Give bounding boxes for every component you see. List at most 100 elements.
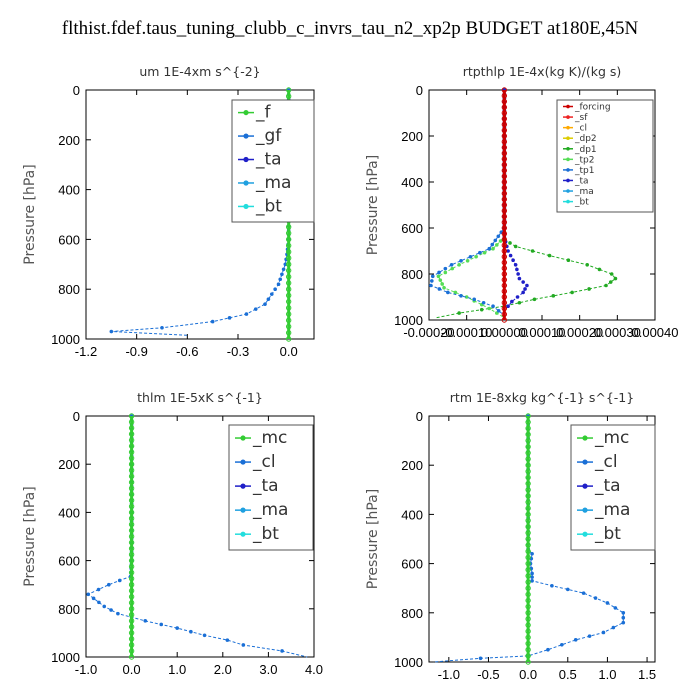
data-point bbox=[525, 640, 531, 647]
data-point bbox=[285, 323, 292, 330]
data-point bbox=[117, 578, 122, 583]
data-point bbox=[525, 437, 531, 444]
data-point bbox=[525, 542, 531, 548]
legend-item: _ta bbox=[235, 476, 279, 496]
series-mc bbox=[525, 413, 531, 665]
legend-label: _ta bbox=[594, 476, 621, 496]
x-tick-label: 0.00030 bbox=[594, 325, 641, 340]
y-tick-label: 0 bbox=[416, 409, 423, 424]
data-point bbox=[525, 579, 531, 585]
data-point bbox=[525, 450, 531, 456]
data-point bbox=[621, 620, 626, 625]
data-point bbox=[128, 642, 135, 648]
data-point bbox=[128, 443, 135, 449]
data-point bbox=[605, 601, 610, 605]
data-point bbox=[442, 286, 446, 290]
legend-item: _gf bbox=[238, 126, 282, 146]
data-point bbox=[285, 261, 292, 267]
panel-title: thlm 1E-5xK s^{-1} bbox=[137, 390, 263, 405]
y-axis-label: Pressure [hPa] bbox=[365, 489, 381, 589]
data-point bbox=[525, 413, 531, 419]
data-point bbox=[523, 287, 527, 291]
data-point bbox=[501, 231, 508, 237]
data-point bbox=[128, 461, 135, 467]
legend-marker bbox=[566, 104, 570, 109]
data-point bbox=[511, 258, 515, 263]
data-point bbox=[128, 551, 135, 558]
data-point bbox=[525, 628, 531, 634]
x-tick-label: 0.0 bbox=[123, 662, 141, 677]
legend-item: _mc bbox=[577, 428, 629, 448]
data-point bbox=[501, 294, 508, 300]
y-tick-label: 0 bbox=[73, 83, 80, 98]
legend-label: _ma bbox=[594, 500, 630, 520]
data-point bbox=[109, 608, 113, 612]
data-point bbox=[285, 242, 292, 249]
data-point bbox=[116, 611, 120, 616]
data-point bbox=[609, 272, 614, 276]
x-tick-label: -1.2 bbox=[75, 344, 97, 359]
legend-item: _bt bbox=[577, 524, 621, 544]
data-point bbox=[128, 648, 135, 654]
legend-label: _ta bbox=[255, 150, 282, 170]
legend-label: _tp1 bbox=[574, 166, 594, 176]
data-point bbox=[525, 425, 531, 431]
legend-label: _cl bbox=[594, 452, 618, 472]
series-tp2 bbox=[436, 88, 507, 319]
data-point bbox=[128, 606, 135, 612]
data-point bbox=[210, 319, 215, 324]
x-tick-label: 0.00020 bbox=[556, 325, 603, 340]
chart-panel-1: um 1E-4xm s^{-2} Pressure [hPa] 0 200 400 600… bbox=[22, 64, 315, 359]
legend-label: _dp2 bbox=[574, 134, 597, 144]
legend-label: _ma bbox=[574, 187, 594, 197]
legend-item: _cl bbox=[577, 452, 618, 472]
data-point bbox=[91, 596, 96, 601]
chart-panel-3: thlm 1E-5xK s^{-1} Pressure [hPa] 0 200 400 6… bbox=[22, 390, 323, 677]
data-point bbox=[285, 274, 292, 280]
data-point bbox=[501, 104, 508, 110]
data-point bbox=[128, 509, 135, 516]
data-point bbox=[159, 622, 164, 627]
data-point bbox=[107, 582, 111, 587]
data-point bbox=[285, 286, 292, 292]
data-point bbox=[495, 243, 499, 247]
legend-item: _sf bbox=[563, 113, 588, 123]
data-point bbox=[613, 276, 618, 281]
legend-box bbox=[231, 99, 315, 223]
data-point bbox=[501, 133, 508, 139]
x-tick-label: 1.0 bbox=[598, 667, 616, 682]
data-point bbox=[474, 254, 478, 259]
y-tick-label: 800 bbox=[58, 602, 80, 617]
data-point bbox=[468, 254, 473, 259]
data-point bbox=[266, 297, 271, 301]
data-point bbox=[570, 290, 574, 295]
data-point bbox=[525, 474, 531, 481]
data-point bbox=[525, 573, 531, 579]
data-point bbox=[281, 267, 286, 272]
legend-item: _forcing bbox=[563, 103, 611, 113]
legend-marker bbox=[240, 483, 246, 489]
legend-item: _ma bbox=[238, 173, 291, 193]
data-point bbox=[501, 110, 508, 116]
data-point bbox=[128, 521, 135, 528]
legend-label: _ma bbox=[252, 500, 288, 520]
data-point bbox=[285, 236, 292, 243]
data-point bbox=[525, 597, 531, 604]
legend-marker bbox=[582, 531, 588, 537]
data-point bbox=[613, 606, 618, 610]
x-tick-label: -1.0 bbox=[438, 667, 460, 682]
legend-label: _dp1 bbox=[574, 145, 597, 155]
data-point bbox=[515, 267, 519, 272]
data-point bbox=[128, 479, 135, 485]
x-tick-label: 0.0 bbox=[280, 344, 298, 359]
data-point bbox=[128, 575, 135, 582]
y-tick-label: 400 bbox=[401, 507, 423, 522]
data-point bbox=[515, 295, 520, 299]
data-point bbox=[501, 139, 508, 145]
data-point bbox=[436, 274, 441, 279]
y-tick-label: 800 bbox=[401, 267, 423, 282]
series-line bbox=[437, 90, 505, 319]
data-point bbox=[501, 93, 508, 99]
data-point bbox=[501, 127, 508, 133]
data-point bbox=[285, 267, 292, 274]
